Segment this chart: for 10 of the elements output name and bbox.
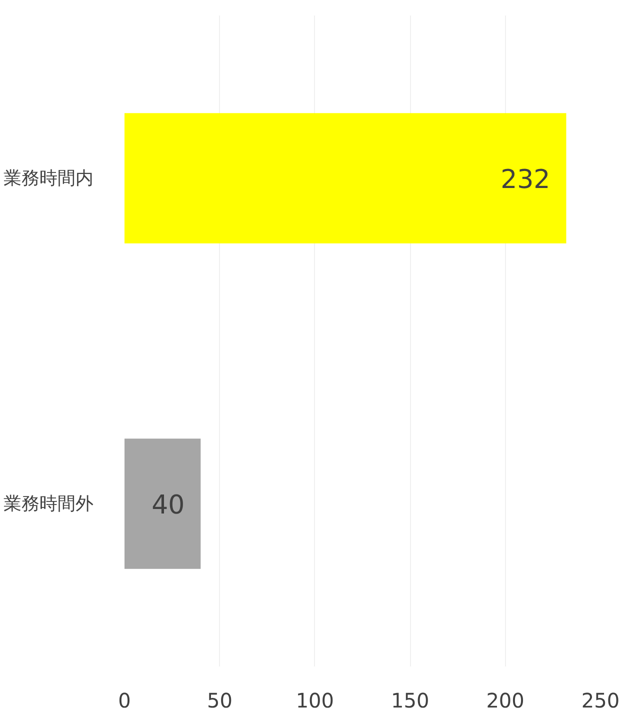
- x-tick-label: 250: [581, 688, 620, 710]
- x-tick-label: 150: [391, 688, 430, 710]
- data-label: 40: [152, 490, 185, 520]
- x-tick-label: 100: [296, 688, 334, 710]
- x-tick-label: 200: [486, 688, 524, 710]
- x-tick-label: 0: [118, 688, 131, 710]
- data-label: 232: [500, 164, 550, 195]
- y-tick-label: 業務時間外: [4, 493, 94, 514]
- x-tick-label: 50: [206, 688, 232, 710]
- y-tick-label: 業務時間内: [4, 168, 94, 189]
